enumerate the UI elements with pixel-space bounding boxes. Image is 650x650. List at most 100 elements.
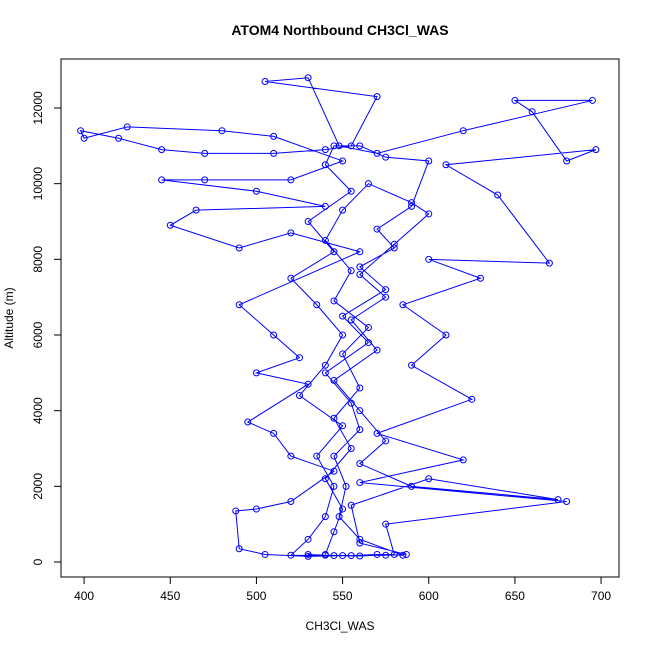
data-point: [339, 422, 347, 430]
data-point: [364, 180, 372, 188]
data-point: [270, 149, 278, 157]
data-point: [373, 225, 381, 233]
data-point: [339, 157, 347, 165]
data-point: [304, 380, 312, 388]
data-point: [425, 255, 433, 263]
data-point: [468, 395, 476, 403]
data-point: [339, 350, 347, 358]
data-point: [382, 293, 390, 301]
data-point: [158, 176, 166, 184]
data-point: [382, 437, 390, 445]
data-point: [335, 513, 343, 521]
data-point: [218, 127, 226, 135]
data-point: [425, 210, 433, 218]
data-point: [382, 520, 390, 528]
data-point: [287, 551, 295, 559]
data-point: [321, 550, 329, 558]
data-point: [339, 312, 347, 320]
data-point: [252, 505, 260, 513]
data-point: [356, 248, 364, 256]
data-point: [321, 361, 329, 369]
data-point: [304, 535, 312, 543]
data-point: [476, 274, 484, 282]
data-point: [321, 202, 329, 210]
data-point: [261, 78, 269, 86]
data-point: [304, 218, 312, 226]
y-axis-label: Altitude (m): [2, 287, 16, 348]
data-point: [399, 301, 407, 309]
data-point: [408, 199, 416, 207]
data-point: [330, 297, 338, 305]
data-point: [425, 475, 433, 483]
data-point: [459, 127, 467, 135]
data-point: [339, 331, 347, 339]
data-point: [356, 407, 364, 415]
x-tick-label: 650: [505, 589, 525, 603]
data-point: [270, 429, 278, 437]
data-point: [373, 93, 381, 101]
data-point: [261, 550, 269, 558]
data-point: [347, 142, 355, 150]
data-point: [123, 123, 131, 131]
data-point: [528, 108, 536, 116]
data-point: [339, 206, 347, 214]
data-point: [364, 323, 372, 331]
data-point: [252, 369, 260, 377]
data-point: [382, 286, 390, 294]
data-point: [442, 161, 450, 169]
data-point: [399, 551, 407, 559]
data-point: [330, 467, 338, 475]
data-point: [330, 376, 338, 384]
data-point: [390, 244, 398, 252]
data-point: [235, 244, 243, 252]
data-point: [373, 346, 381, 354]
data-point: [321, 161, 329, 169]
data-point: [321, 146, 329, 154]
data-point: [356, 384, 364, 392]
data-point: [304, 550, 312, 558]
data-point: [321, 236, 329, 244]
data-point: [330, 482, 338, 490]
data-point: [244, 418, 252, 426]
data-point: [390, 550, 398, 558]
data-point: [287, 176, 295, 184]
data-point: [270, 331, 278, 339]
y-tick-label: 2000: [31, 473, 45, 500]
data-point: [270, 132, 278, 140]
data-point: [442, 331, 450, 339]
data-point: [339, 505, 347, 513]
data-point: [115, 134, 123, 142]
data-point: [313, 301, 321, 309]
data-point: [347, 316, 355, 324]
data-point: [77, 127, 85, 135]
data-point: [201, 176, 209, 184]
x-tick-label: 550: [333, 589, 353, 603]
data-point: [235, 301, 243, 309]
data-point: [232, 507, 240, 515]
data-point: [287, 274, 295, 282]
data-point: [425, 157, 433, 165]
data-point: [342, 482, 350, 490]
data-point: [80, 134, 88, 142]
data-point: [408, 202, 416, 210]
data-point: [356, 263, 364, 271]
data-point: [408, 482, 416, 490]
data-point: [201, 149, 209, 157]
data-point: [321, 475, 329, 483]
data-point: [347, 187, 355, 195]
data-point: [339, 552, 347, 560]
data-point: [563, 157, 571, 165]
x-tick-label: 400: [74, 589, 94, 603]
data-point: [321, 513, 329, 521]
data-point: [364, 339, 372, 347]
x-tick-label: 700: [591, 589, 611, 603]
x-tick-label: 600: [419, 589, 439, 603]
data-point: [330, 414, 338, 422]
x-axis-label: CH3Cl_WAS: [306, 619, 375, 633]
data-point: [588, 96, 596, 104]
data-point: [511, 96, 519, 104]
data-point: [373, 550, 381, 558]
data-point: [192, 206, 200, 214]
data-point: [408, 361, 416, 369]
data-point: [356, 479, 364, 487]
